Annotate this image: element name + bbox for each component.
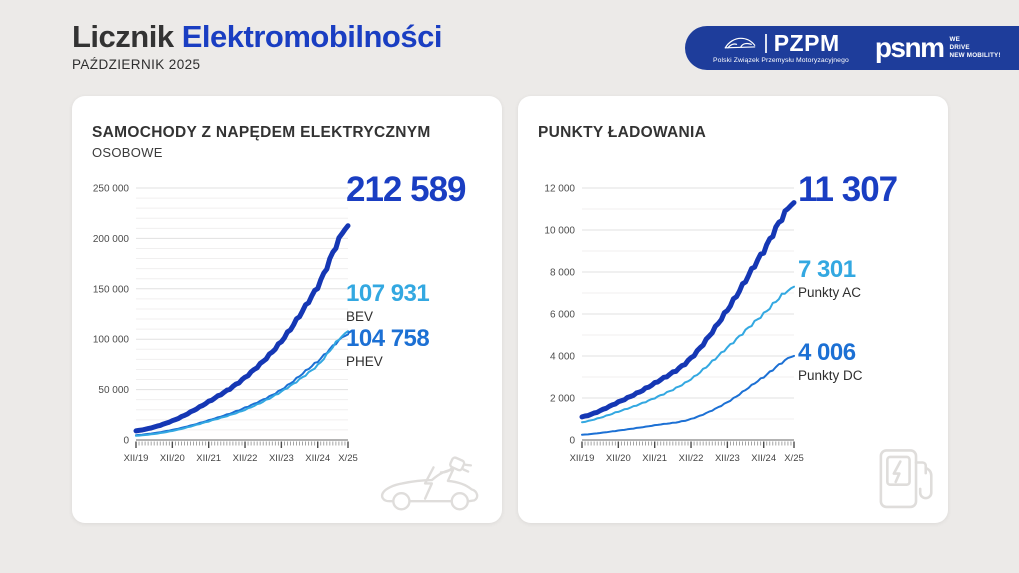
svg-text:0: 0 — [123, 436, 129, 447]
pzpm-logo-row: PZPM — [722, 32, 839, 55]
psnm-wordmark: psnm — [874, 32, 945, 64]
ev-cars-card: SAMOCHODY Z NAPĘDEM ELEKTRYCZNYM OSOBOWE… — [72, 96, 502, 523]
phev-label: PHEV — [346, 354, 383, 369]
svg-text:XII/23: XII/23 — [269, 453, 294, 464]
logo-bar: PZPM Polski Związek Przemysłu Motoryzacy… — [685, 26, 1019, 70]
svg-text:50 000: 50 000 — [98, 385, 129, 396]
svg-text:XII/22: XII/22 — [679, 453, 704, 464]
bev-stat: 107 931 BEV — [346, 280, 430, 325]
svg-text:XII/19: XII/19 — [124, 453, 149, 464]
header: Licznik Elektromobilności PAŹDZIERNIK 20… — [72, 19, 443, 73]
bev-label: BEV — [346, 309, 374, 324]
charging-points-card: PUNKTY ŁADOWANIA 0 2 000 4 000 6 000 8 000 10… — [518, 96, 948, 523]
charging-station-icon — [879, 449, 933, 509]
page-title-blue: Elektromobilności — [181, 19, 443, 54]
ev-cars-card-title: SAMOCHODY Z NAPĘDEM ELEKTRYCZNYM — [92, 124, 431, 141]
psnm-tagline-line3: NEW MOBILITY! — [949, 52, 1001, 60]
svg-text:XII/20: XII/20 — [606, 453, 631, 464]
logo-separator — [765, 34, 767, 53]
svg-text:6 000: 6 000 — [550, 310, 575, 321]
pzpm-wordmark: PZPM — [773, 30, 840, 56]
svg-text:XII/24: XII/24 — [305, 453, 330, 464]
svg-text:XII/20: XII/20 — [160, 453, 185, 464]
bev-value: 107 931 — [346, 280, 430, 307]
charging-points-card-title: PUNKTY ŁADOWANIA — [538, 124, 707, 141]
ev-cars-line-chart: 0 50 000 100 000 150 000 200 000 250 000 XII/1… — [93, 184, 358, 465]
svg-text:2 000: 2 000 — [550, 394, 575, 405]
ac-points-value: 7 301 — [798, 256, 856, 283]
charging-points-total-value: 11 307 — [798, 170, 898, 209]
dc-points-value: 4 006 — [798, 339, 856, 366]
svg-text:XII/19: XII/19 — [570, 453, 595, 464]
psnm-logo: psnm WE DRIVE NEW MOBILITY! — [874, 32, 1001, 64]
svg-text:XII/21: XII/21 — [642, 453, 667, 464]
phev-stat: 104 758 PHEV — [346, 325, 430, 370]
cards-row: SAMOCHODY Z NAPĘDEM ELEKTRYCZNYM OSOBOWE… — [72, 96, 948, 523]
ac-points-stat: 7 301 Punkty AC — [798, 256, 862, 301]
ac-points-label: Punkty AC — [798, 285, 862, 300]
psnm-tagline: WE DRIVE NEW MOBILITY! — [950, 36, 1001, 61]
svg-text:200 000: 200 000 — [93, 234, 130, 245]
svg-text:X/25: X/25 — [338, 453, 358, 464]
pzpm-car-sketch-icon — [724, 37, 756, 49]
ev-cars-total-value: 212 589 — [346, 170, 467, 209]
charging-points-line-chart: 0 2 000 4 000 6 000 8 000 10 000 12 000 XII/19 X… — [544, 184, 804, 465]
pzpm-logo: PZPM Polski Związek Przemysłu Motoryzacy… — [713, 32, 849, 65]
psnm-tagline-line2: DRIVE — [949, 43, 970, 51]
svg-text:100 000: 100 000 — [93, 335, 130, 346]
svg-text:XII/21: XII/21 — [196, 453, 221, 464]
page-title-dark: Licznik — [72, 19, 174, 54]
svg-text:10 000: 10 000 — [544, 226, 575, 237]
dc-points-stat: 4 006 Punkty DC — [798, 339, 863, 384]
electric-car-icon — [380, 456, 479, 511]
pzpm-tagline: Polski Związek Przemysłu Motoryzacyjnego — [713, 57, 849, 64]
svg-text:8 000: 8 000 — [550, 268, 575, 279]
svg-text:XII/24: XII/24 — [751, 453, 776, 464]
psnm-tagline-line1: WE — [949, 35, 961, 43]
svg-text:4 000: 4 000 — [550, 352, 575, 363]
svg-text:150 000: 150 000 — [93, 284, 130, 295]
svg-text:12 000: 12 000 — [544, 184, 575, 195]
svg-text:X/25: X/25 — [784, 453, 804, 464]
phev-value: 104 758 — [346, 325, 430, 352]
svg-text:0: 0 — [569, 436, 575, 447]
report-month: PAŹDZIERNIK 2025 — [72, 57, 201, 73]
page-title: Licznik Elektromobilności — [72, 19, 443, 54]
dc-points-label: Punkty DC — [798, 368, 863, 383]
svg-text:XII/22: XII/22 — [233, 453, 258, 464]
ev-cars-card-subtitle: OSOBOWE — [92, 145, 163, 160]
svg-text:250 000: 250 000 — [93, 184, 130, 195]
svg-text:XII/23: XII/23 — [715, 453, 740, 464]
